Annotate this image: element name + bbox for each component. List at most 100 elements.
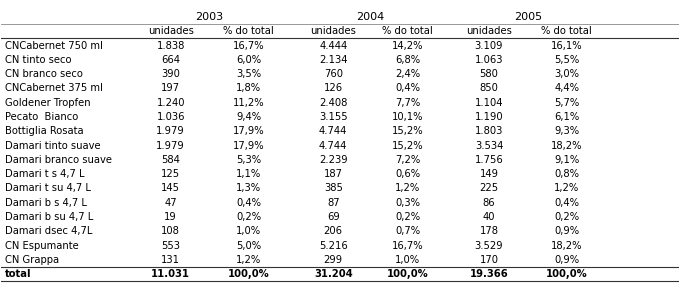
Text: 0,3%: 0,3% xyxy=(395,198,420,208)
Text: 9,3%: 9,3% xyxy=(554,126,579,136)
Text: 11.031: 11.031 xyxy=(151,269,190,279)
Text: 1.240: 1.240 xyxy=(156,98,185,108)
Text: 1.838: 1.838 xyxy=(156,41,185,51)
Text: 2.134: 2.134 xyxy=(319,55,347,65)
Text: 47: 47 xyxy=(165,198,177,208)
Text: 225: 225 xyxy=(479,183,498,193)
Text: 14,2%: 14,2% xyxy=(392,41,424,51)
Text: 100,0%: 100,0% xyxy=(387,269,428,279)
Text: 19: 19 xyxy=(165,212,177,222)
Text: 5.216: 5.216 xyxy=(319,241,347,251)
Text: 0,2%: 0,2% xyxy=(554,212,579,222)
Text: 131: 131 xyxy=(161,255,180,265)
Text: 187: 187 xyxy=(324,169,343,179)
Text: 0,2%: 0,2% xyxy=(236,212,261,222)
Text: 1,0%: 1,0% xyxy=(236,226,261,236)
Text: 4.444: 4.444 xyxy=(319,41,347,51)
Text: 3.155: 3.155 xyxy=(319,112,347,122)
Text: CN branco seco: CN branco seco xyxy=(5,69,83,79)
Text: 9,4%: 9,4% xyxy=(236,112,261,122)
Text: 1.979: 1.979 xyxy=(156,141,185,151)
Text: 7,2%: 7,2% xyxy=(395,155,420,165)
Text: 299: 299 xyxy=(324,255,343,265)
Text: Damari b su 4,7 L: Damari b su 4,7 L xyxy=(5,212,93,222)
Text: 19.366: 19.366 xyxy=(470,269,509,279)
Text: 2004: 2004 xyxy=(356,12,385,22)
Text: 0,2%: 0,2% xyxy=(395,212,420,222)
Text: 1.979: 1.979 xyxy=(156,126,185,136)
Text: % do total: % do total xyxy=(382,26,433,36)
Text: 100,0%: 100,0% xyxy=(228,269,269,279)
Text: 2005: 2005 xyxy=(514,12,542,22)
Text: 4.744: 4.744 xyxy=(319,141,347,151)
Text: 6,1%: 6,1% xyxy=(554,112,579,122)
Text: Pecato  Bianco: Pecato Bianco xyxy=(5,112,78,122)
Text: 16,1%: 16,1% xyxy=(551,41,583,51)
Text: CNCabernet 750 ml: CNCabernet 750 ml xyxy=(5,41,103,51)
Text: 145: 145 xyxy=(161,183,180,193)
Text: 1,8%: 1,8% xyxy=(236,84,261,94)
Text: 1.190: 1.190 xyxy=(475,112,503,122)
Text: unidades: unidades xyxy=(466,26,512,36)
Text: CN Espumante: CN Espumante xyxy=(5,241,78,251)
Text: 16,7%: 16,7% xyxy=(392,241,424,251)
Text: 3,0%: 3,0% xyxy=(554,69,579,79)
Text: 18,2%: 18,2% xyxy=(551,141,583,151)
Text: 17,9%: 17,9% xyxy=(233,126,265,136)
Text: 170: 170 xyxy=(479,255,498,265)
Text: 1,0%: 1,0% xyxy=(395,255,420,265)
Text: Goldener Tropfen: Goldener Tropfen xyxy=(5,98,90,108)
Text: 126: 126 xyxy=(324,84,343,94)
Text: 0,9%: 0,9% xyxy=(554,255,579,265)
Text: unidades: unidades xyxy=(310,26,356,36)
Text: 125: 125 xyxy=(161,169,180,179)
Text: 385: 385 xyxy=(324,183,343,193)
Text: 197: 197 xyxy=(161,84,180,94)
Text: CN Grappa: CN Grappa xyxy=(5,255,59,265)
Text: 149: 149 xyxy=(479,169,498,179)
Text: Damari dsec 4,7L: Damari dsec 4,7L xyxy=(5,226,92,236)
Text: 1,2%: 1,2% xyxy=(236,255,261,265)
Text: Damari b s 4,7 L: Damari b s 4,7 L xyxy=(5,198,86,208)
Text: 850: 850 xyxy=(479,84,498,94)
Text: 760: 760 xyxy=(324,69,343,79)
Text: Bottiglia Rosata: Bottiglia Rosata xyxy=(5,126,84,136)
Text: 86: 86 xyxy=(483,198,495,208)
Text: 31.204: 31.204 xyxy=(314,269,353,279)
Text: % do total: % do total xyxy=(223,26,274,36)
Text: 4,4%: 4,4% xyxy=(554,84,579,94)
Text: % do total: % do total xyxy=(541,26,592,36)
Text: total: total xyxy=(5,269,31,279)
Text: CN tinto seco: CN tinto seco xyxy=(5,55,71,65)
Text: 1,2%: 1,2% xyxy=(554,183,579,193)
Text: 5,0%: 5,0% xyxy=(236,241,261,251)
Text: 5,3%: 5,3% xyxy=(236,155,261,165)
Text: 0,4%: 0,4% xyxy=(236,198,261,208)
Text: 1.803: 1.803 xyxy=(475,126,503,136)
Text: 6,8%: 6,8% xyxy=(395,55,420,65)
Text: 0,6%: 0,6% xyxy=(395,169,420,179)
Text: 17,9%: 17,9% xyxy=(233,141,265,151)
Text: Damari tinto suave: Damari tinto suave xyxy=(5,141,101,151)
Text: 5,5%: 5,5% xyxy=(554,55,579,65)
Text: 3.109: 3.109 xyxy=(475,41,503,51)
Text: 108: 108 xyxy=(161,226,180,236)
Text: 2.408: 2.408 xyxy=(319,98,347,108)
Text: 2003: 2003 xyxy=(196,12,224,22)
Text: 3.534: 3.534 xyxy=(475,141,503,151)
Text: 1,1%: 1,1% xyxy=(236,169,261,179)
Text: 1,2%: 1,2% xyxy=(395,183,420,193)
Text: 15,2%: 15,2% xyxy=(392,126,424,136)
Text: 40: 40 xyxy=(483,212,495,222)
Text: 2.239: 2.239 xyxy=(319,155,347,165)
Text: 584: 584 xyxy=(161,155,180,165)
Text: 1.104: 1.104 xyxy=(475,98,503,108)
Text: 0,4%: 0,4% xyxy=(554,198,579,208)
Text: CNCabernet 375 ml: CNCabernet 375 ml xyxy=(5,84,103,94)
Text: 553: 553 xyxy=(161,241,180,251)
Text: 16,7%: 16,7% xyxy=(233,41,265,51)
Text: 178: 178 xyxy=(479,226,498,236)
Text: 87: 87 xyxy=(327,198,339,208)
Text: 0,9%: 0,9% xyxy=(554,226,579,236)
Text: Damari t su 4,7 L: Damari t su 4,7 L xyxy=(5,183,90,193)
